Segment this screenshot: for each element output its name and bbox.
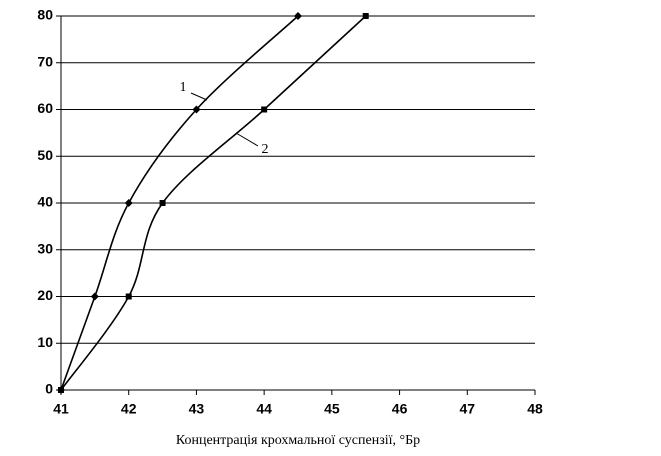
x-axis-label: Концентрація крохмальної суспензії, °Бр — [176, 433, 420, 448]
marker — [362, 13, 369, 19]
y-tick-label: 60 — [37, 100, 53, 116]
marker — [192, 105, 201, 114]
series-label: 2 — [262, 142, 269, 157]
marker — [294, 12, 302, 20]
x-tick-label: 41 — [53, 401, 69, 417]
x-tick-label: 45 — [324, 401, 340, 417]
x-tick-label: 43 — [189, 401, 205, 417]
leader-line — [235, 132, 259, 147]
x-tick-label: 47 — [459, 401, 475, 417]
marker — [90, 292, 99, 301]
y-tick-label: 70 — [37, 53, 53, 69]
y-tick-label: 10 — [37, 334, 53, 350]
y-tick-label: 40 — [37, 194, 53, 210]
x-tick-label: 46 — [392, 401, 408, 417]
leader-line — [190, 92, 208, 101]
marker — [159, 200, 166, 206]
y-tick-label: 80 — [37, 7, 53, 23]
y-tick-label: 20 — [37, 287, 53, 303]
marker — [261, 106, 268, 113]
marker — [58, 387, 64, 393]
x-tick-label: 42 — [121, 401, 137, 417]
y-tick-label: 50 — [37, 147, 53, 163]
marker — [124, 199, 133, 207]
marker — [125, 293, 132, 300]
y-tick-label: 0 — [45, 381, 53, 397]
x-tick-label: 48 — [527, 401, 543, 417]
series-label: 1 — [180, 80, 187, 95]
x-tick-label: 44 — [256, 401, 272, 417]
y-tick-label: 30 — [37, 240, 53, 256]
